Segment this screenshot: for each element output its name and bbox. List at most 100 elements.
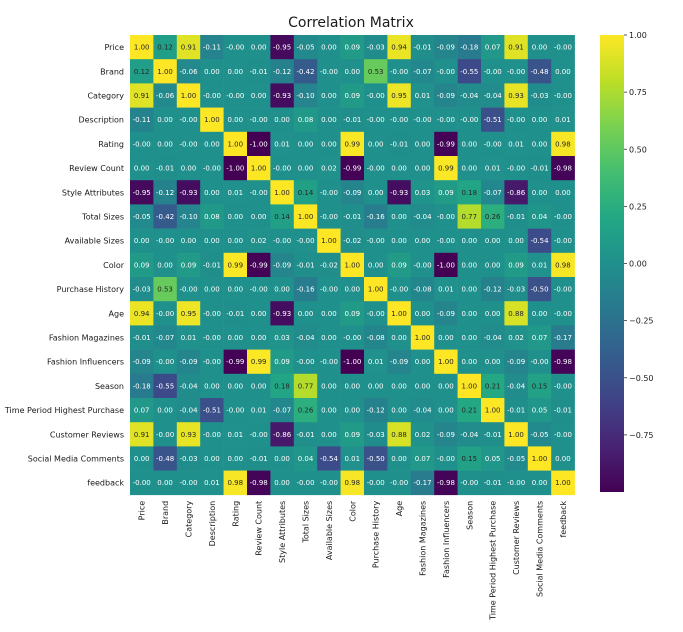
cell-value-label: -0.02 xyxy=(320,261,338,269)
cell-value-label: -0.00 xyxy=(203,334,221,342)
cell-value-label: 0.00 xyxy=(228,286,244,294)
heatmap-cell xyxy=(270,398,295,423)
heatmap-cell xyxy=(387,470,412,496)
heatmap-cell xyxy=(200,156,224,181)
heatmap-cell xyxy=(293,131,318,157)
row-label: Style Attributes xyxy=(62,188,124,197)
heatmap-cell xyxy=(317,252,341,278)
cell-value-label: 0.01 xyxy=(438,286,454,294)
cell-value-label: -0.00 xyxy=(367,92,385,100)
heatmap-cell xyxy=(364,156,388,181)
cell-value-label: -0.00 xyxy=(296,479,314,487)
cell-value-label: -0.11 xyxy=(133,116,151,124)
heatmap-cell xyxy=(223,325,248,350)
heatmap-cell xyxy=(130,349,154,375)
cell-value-label: 0.02 xyxy=(508,334,524,342)
cell-value-label: -0.08 xyxy=(413,286,431,294)
heatmap-cell xyxy=(130,325,154,350)
heatmap-cell xyxy=(457,277,482,302)
heatmap-cell xyxy=(551,131,575,157)
cell-value-label: -0.04 xyxy=(413,407,432,415)
cell-value-label: -0.98 xyxy=(554,358,572,366)
heatmap-cell xyxy=(527,180,552,205)
column-label: Style Attributes xyxy=(278,501,287,563)
cell-value-label: 1.00 xyxy=(485,407,501,415)
cell-value-label: 0.00 xyxy=(462,310,478,318)
cell-value-label: -0.01 xyxy=(484,431,502,439)
heatmap-cell xyxy=(434,277,458,302)
cell-value-label: 0.00 xyxy=(274,286,290,294)
cell-value-label: 0.00 xyxy=(321,92,337,100)
heatmap-cell xyxy=(223,349,248,375)
cell-value-label: 0.00 xyxy=(298,140,314,148)
heatmap-cell xyxy=(457,446,482,471)
heatmap-cell xyxy=(481,325,505,350)
cell-value-label: 1.00 xyxy=(462,382,478,390)
cell-value-label: -0.04 xyxy=(484,92,503,100)
cell-value-label: -0.00 xyxy=(367,310,385,318)
heatmap-cell xyxy=(434,228,458,254)
cell-value-label: 0.00 xyxy=(204,455,220,463)
cell-value-label: 0.00 xyxy=(532,140,548,148)
heatmap-cell xyxy=(504,277,529,302)
cell-value-label: -0.00 xyxy=(554,44,572,52)
heatmap-cell xyxy=(200,131,224,157)
cell-value-label: -0.05 xyxy=(133,213,151,221)
heatmap-cell xyxy=(481,373,505,399)
cell-value-label: 0.07 xyxy=(532,334,548,342)
heatmap-cell xyxy=(410,131,435,157)
heatmap-cell xyxy=(200,301,224,326)
cell-value-label: 0.00 xyxy=(462,165,478,173)
cell-value-label: -0.86 xyxy=(507,189,526,197)
cell-value-label: 1.00 xyxy=(391,310,407,318)
cell-value-label: -0.10 xyxy=(296,92,314,100)
cell-value-label: -0.00 xyxy=(320,213,338,221)
heatmap-cell xyxy=(434,107,458,133)
cell-value-label: -0.09 xyxy=(437,92,455,100)
cell-value-label: -0.00 xyxy=(367,116,385,124)
cell-value-label: 1.00 xyxy=(181,92,197,100)
heatmap-cell xyxy=(200,83,224,108)
heatmap-cell xyxy=(527,156,552,181)
cell-value-label: -0.00 xyxy=(250,431,268,439)
cell-value-label: 0.00 xyxy=(251,44,267,52)
heatmap-cell xyxy=(364,252,388,278)
cell-value-label: -0.00 xyxy=(250,286,268,294)
heatmap-cell xyxy=(410,325,435,350)
cell-value-label: 0.00 xyxy=(555,68,571,76)
heatmap-cell xyxy=(153,373,178,399)
heatmap-cell xyxy=(434,373,458,399)
column-label: Brand xyxy=(161,501,170,525)
heatmap-cell xyxy=(130,252,154,278)
cell-value-label: -0.00 xyxy=(320,189,338,197)
cell-value-label: 0.00 xyxy=(485,237,501,245)
heatmap-cell xyxy=(481,398,505,423)
heatmap-cell xyxy=(551,422,575,447)
row-labels: Price Brand Category Description Rating Revie… xyxy=(4,43,125,488)
heatmap-cell xyxy=(527,470,552,496)
cell-value-label: 0.00 xyxy=(251,92,267,100)
cell-value-label: 0.02 xyxy=(321,165,337,173)
cell-value-label: -1.00 xyxy=(226,165,244,173)
cell-value-label: 0.88 xyxy=(391,431,407,439)
heatmap-cell xyxy=(153,83,178,108)
heatmap-cell xyxy=(293,204,318,229)
heatmap-cell xyxy=(551,180,575,205)
heatmap-cell xyxy=(387,301,412,326)
heatmap-cell xyxy=(504,228,529,254)
cell-value-label: -0.93 xyxy=(273,310,291,318)
heatmap-cell xyxy=(481,349,505,375)
heatmap-cell xyxy=(434,83,458,108)
cell-value-label: 0.00 xyxy=(415,165,431,173)
column-label: Time Period Highest Purchase xyxy=(489,501,498,621)
heatmap-cell xyxy=(340,325,365,350)
heatmap-cell xyxy=(200,59,224,84)
heatmap-cell xyxy=(317,301,341,326)
heatmap-cell xyxy=(293,59,318,84)
cell-value-label: 0.01 xyxy=(508,140,524,148)
row-label: Season xyxy=(95,382,124,391)
cell-value-label: -0.01 xyxy=(390,140,408,148)
heatmap-cell xyxy=(340,470,365,496)
cell-value-label: 0.99 xyxy=(228,261,244,269)
row-label: Purchase History xyxy=(57,285,125,294)
